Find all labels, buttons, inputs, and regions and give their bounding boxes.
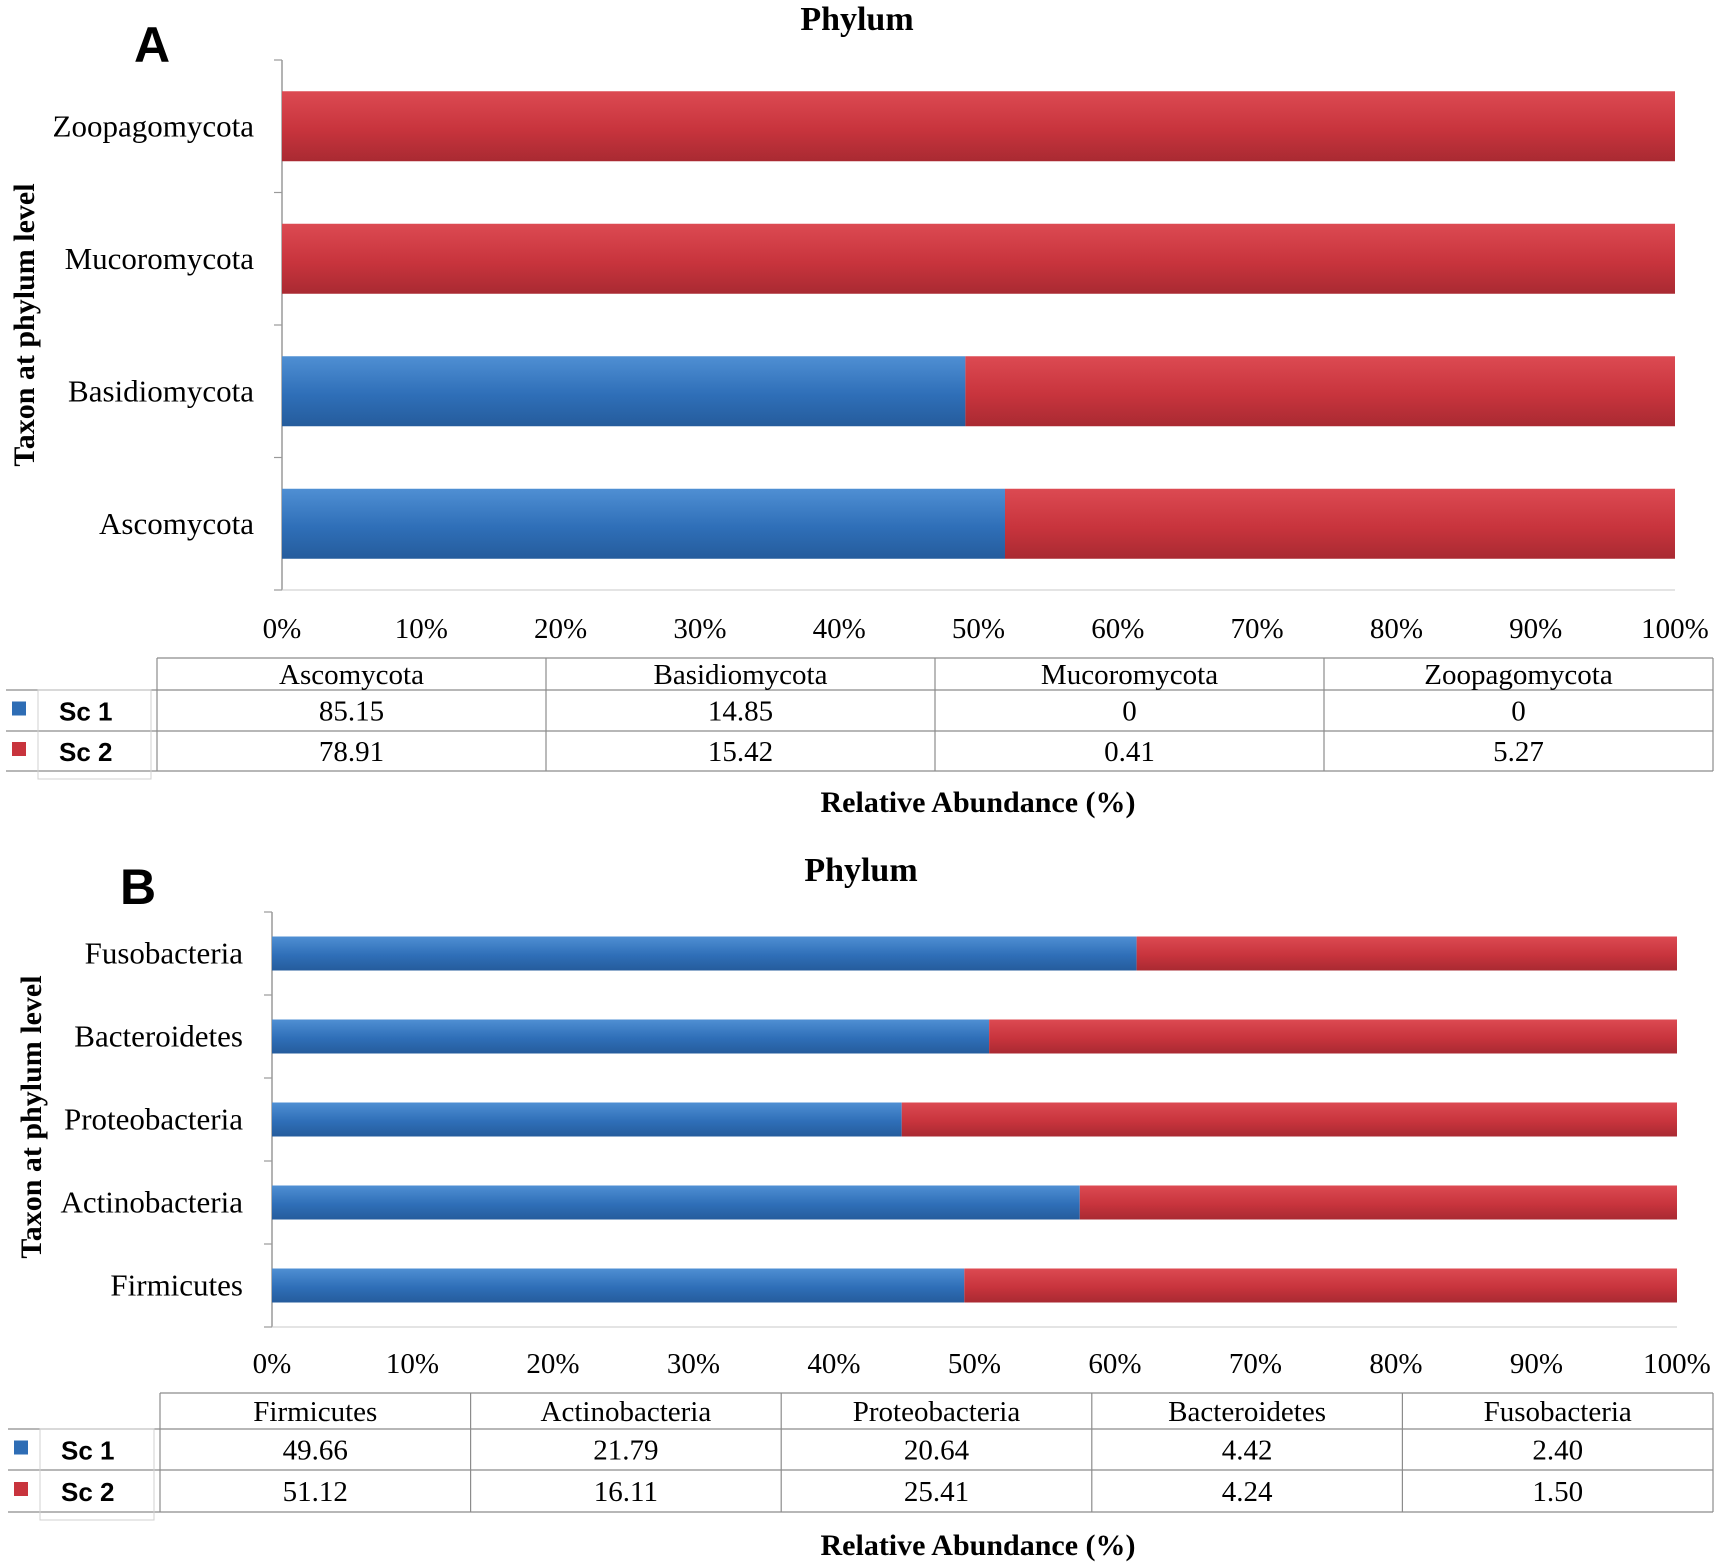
legend-swatch-sc1 xyxy=(14,1440,28,1455)
bar-sc2-bacteroidetes xyxy=(989,1019,1677,1054)
table-value: 4.42 xyxy=(1222,1435,1273,1467)
legend-swatch-sc2 xyxy=(14,1482,28,1496)
x-tick-label: 60% xyxy=(1088,1348,1141,1380)
table-value: 78.91 xyxy=(319,736,384,768)
category-label: Zoopagomycota xyxy=(53,108,255,143)
bar-sc1-fusobacteria xyxy=(272,936,1137,971)
legend-label-sc1: Sc 1 xyxy=(59,697,113,727)
bar-sc1-proteobacteria xyxy=(272,1102,902,1137)
x-tick-label: 60% xyxy=(1091,613,1144,645)
x-tick-label: 70% xyxy=(1229,1348,1282,1380)
table-value: 5.27 xyxy=(1493,736,1544,768)
legend-label-sc1: Sc 1 xyxy=(61,1436,115,1466)
x-tick-label: 80% xyxy=(1370,613,1423,645)
table-header: Zoopagomycota xyxy=(1424,659,1613,691)
table-value: 21.79 xyxy=(593,1435,658,1467)
table-value: 0 xyxy=(1122,696,1137,728)
panel-label: A xyxy=(134,17,170,73)
x-tick-label: 20% xyxy=(534,613,587,645)
legend-swatch-sc2 xyxy=(12,742,26,756)
bar-sc2-firmicutes xyxy=(964,1268,1677,1303)
table-value: 51.12 xyxy=(283,1476,348,1508)
x-axis-label: Relative Abundance (%) xyxy=(821,786,1136,819)
table-header: Proteobacteria xyxy=(853,1396,1021,1428)
table-value: 1.50 xyxy=(1532,1476,1583,1508)
table-value: 0.41 xyxy=(1104,736,1155,768)
x-tick-label: 0% xyxy=(253,1348,292,1380)
panel-b: B Phylum Firmicutes Actinobacteria Proteobac… xyxy=(8,852,1714,1562)
x-axis-label: Relative Abundance (%) xyxy=(821,1529,1136,1562)
x-tick-label: 90% xyxy=(1510,1348,1563,1380)
legend-swatch-sc1 xyxy=(12,701,26,716)
category-label: Ascomycota xyxy=(99,506,254,541)
bar-sc2-fusobacteria xyxy=(1136,936,1677,971)
table-header: Actinobacteria xyxy=(541,1396,712,1428)
category-label: Mucoromycota xyxy=(65,241,255,276)
x-tick-label: 70% xyxy=(1231,613,1284,645)
panel-label: B xyxy=(120,859,156,915)
bar-sc1-basidiomycota xyxy=(282,356,966,427)
table-value: 14.85 xyxy=(708,696,773,728)
bar-sc2-mucoromycota xyxy=(282,223,1675,294)
bar-sc1-actinobacteria xyxy=(272,1185,1080,1220)
table-value: 2.40 xyxy=(1532,1435,1583,1467)
legend-label-sc2: Sc 2 xyxy=(59,737,113,767)
table-header: Mucoromycota xyxy=(1041,659,1218,691)
bar-sc1-bacteroidetes xyxy=(272,1019,990,1054)
legend-box xyxy=(37,689,152,780)
category-label: Proteobacteria xyxy=(64,1102,243,1137)
table-value: 20.64 xyxy=(904,1435,970,1467)
x-tick-label: 100% xyxy=(1641,613,1709,645)
bar-sc2-zoopagomycota xyxy=(282,91,1675,162)
table-value: 85.15 xyxy=(319,696,384,728)
x-tick-label: 0% xyxy=(263,613,302,645)
chart-title: Phylum xyxy=(804,852,917,889)
table-header: Bacteroidetes xyxy=(1168,1396,1326,1428)
chart-title: Phylum xyxy=(800,1,913,38)
table-value: 49.66 xyxy=(283,1435,348,1467)
x-tick-label: 40% xyxy=(813,613,866,645)
x-tick-label: 30% xyxy=(667,1348,720,1380)
bar-sc1-ascomycota xyxy=(282,488,1005,559)
panel-a: A Phylum Ascomycota Basidiomycota Mucoromyco… xyxy=(6,1,1714,819)
x-tick-label: 10% xyxy=(386,1348,439,1380)
x-tick-label: 50% xyxy=(948,1348,1001,1380)
table-value: 15.42 xyxy=(708,736,773,768)
table-value: 16.11 xyxy=(594,1476,658,1508)
bar-sc1-firmicutes xyxy=(272,1268,965,1303)
x-tick-label: 40% xyxy=(807,1348,860,1380)
x-tick-label: 100% xyxy=(1643,1348,1711,1380)
table-value: 4.24 xyxy=(1222,1476,1273,1508)
category-label: Actinobacteria xyxy=(61,1185,244,1220)
x-tick-label: 50% xyxy=(952,613,1005,645)
bar-sc2-basidiomycota xyxy=(965,356,1675,427)
table-header: Firmicutes xyxy=(253,1396,377,1428)
table-header: Fusobacteria xyxy=(1484,1396,1632,1428)
y-axis-label: Taxon at phylum level xyxy=(8,183,41,466)
table-header: Basidiomycota xyxy=(654,659,828,691)
bar-sc2-actinobacteria xyxy=(1079,1185,1677,1220)
x-tick-label: 30% xyxy=(673,613,726,645)
x-tick-label: 80% xyxy=(1369,1348,1422,1380)
x-tick-label: 20% xyxy=(526,1348,579,1380)
category-label: Basidiomycota xyxy=(68,373,254,408)
legend-label-sc2: Sc 2 xyxy=(61,1477,115,1507)
category-label: Firmicutes xyxy=(110,1268,243,1303)
bar-sc2-ascomycota xyxy=(1004,488,1675,559)
x-tick-label: 90% xyxy=(1509,613,1562,645)
bar-sc2-proteobacteria xyxy=(901,1102,1677,1137)
category-label: Fusobacteria xyxy=(85,936,244,971)
y-axis-label: Taxon at phylum level xyxy=(15,975,48,1258)
table-value: 0 xyxy=(1511,696,1526,728)
x-tick-label: 10% xyxy=(395,613,448,645)
legend-box xyxy=(39,1428,155,1521)
table-header: Ascomycota xyxy=(279,659,424,691)
category-label: Bacteroidetes xyxy=(74,1019,243,1054)
table-value: 25.41 xyxy=(904,1476,969,1508)
